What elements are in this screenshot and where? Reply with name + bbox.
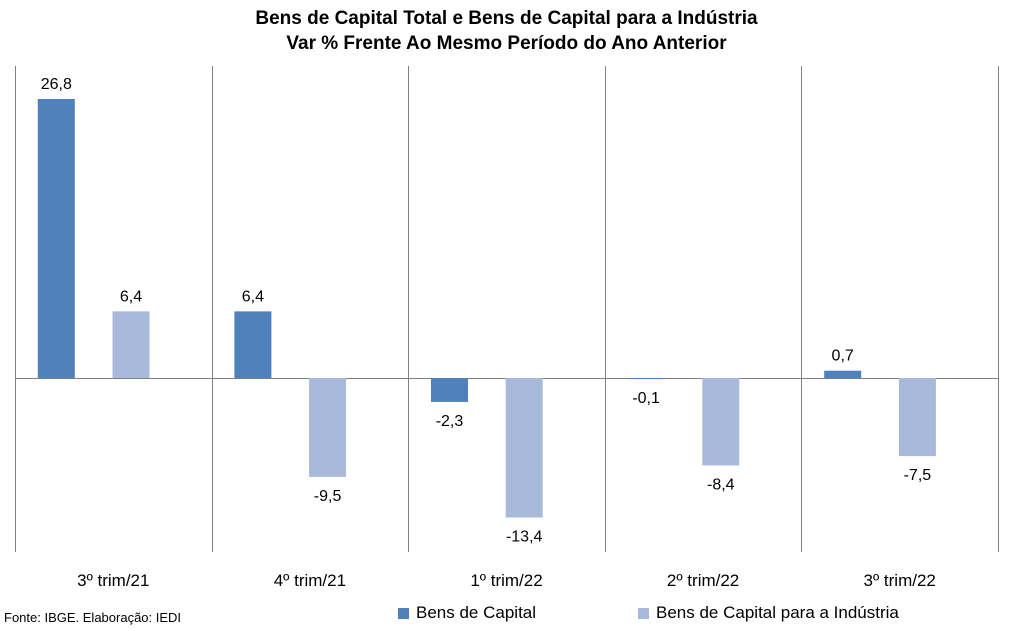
chart-subtitle: Var % Frente Ao Mesmo Período do Ano Ant…: [286, 33, 727, 54]
chart-title-block: Bens de Capital Total e Bens de Capital …: [0, 6, 1013, 56]
bar: [430, 378, 468, 402]
data-label: -13,4: [506, 529, 543, 546]
category-label: 3º trim/22: [864, 571, 936, 590]
data-label: 6,4: [242, 288, 264, 305]
data-label: -0,1: [632, 390, 660, 407]
source-note: Fonte: IBGE. Elaboração: IEDI: [4, 610, 182, 625]
data-label: 0,7: [832, 348, 854, 365]
category-label: 2º trim/22: [667, 571, 739, 590]
data-label: 6,4: [120, 288, 142, 305]
legend-swatch: [638, 607, 649, 619]
data-label: -7,5: [904, 467, 932, 484]
category-label: 4º trim/21: [274, 571, 346, 590]
legend-item-bens-de-capital-industria: Bens de Capital para a Indústria: [638, 603, 899, 623]
bar: [505, 378, 543, 518]
bar: [824, 370, 862, 378]
data-label: -9,5: [314, 488, 342, 505]
bar: [898, 378, 936, 457]
legend-item-bens-de-capital: Bens de Capital: [398, 603, 536, 623]
bar: [309, 378, 347, 477]
category-label: 3º trim/21: [77, 571, 149, 590]
bar: [234, 311, 272, 378]
bar: [112, 311, 150, 378]
legend-label: Bens de Capital para a Indústria: [656, 603, 899, 622]
legend-swatch: [398, 607, 409, 619]
chart-title: Bens de Capital Total e Bens de Capital …: [255, 8, 758, 29]
bar: [702, 378, 740, 466]
data-label: 26,8: [41, 76, 72, 93]
bar: [627, 378, 665, 380]
bar: [37, 99, 75, 378]
legend-label: Bens de Capital: [416, 603, 537, 622]
data-label: -2,3: [436, 413, 464, 430]
data-label: -8,4: [707, 476, 735, 493]
category-label: 1º trim/22: [470, 571, 542, 590]
